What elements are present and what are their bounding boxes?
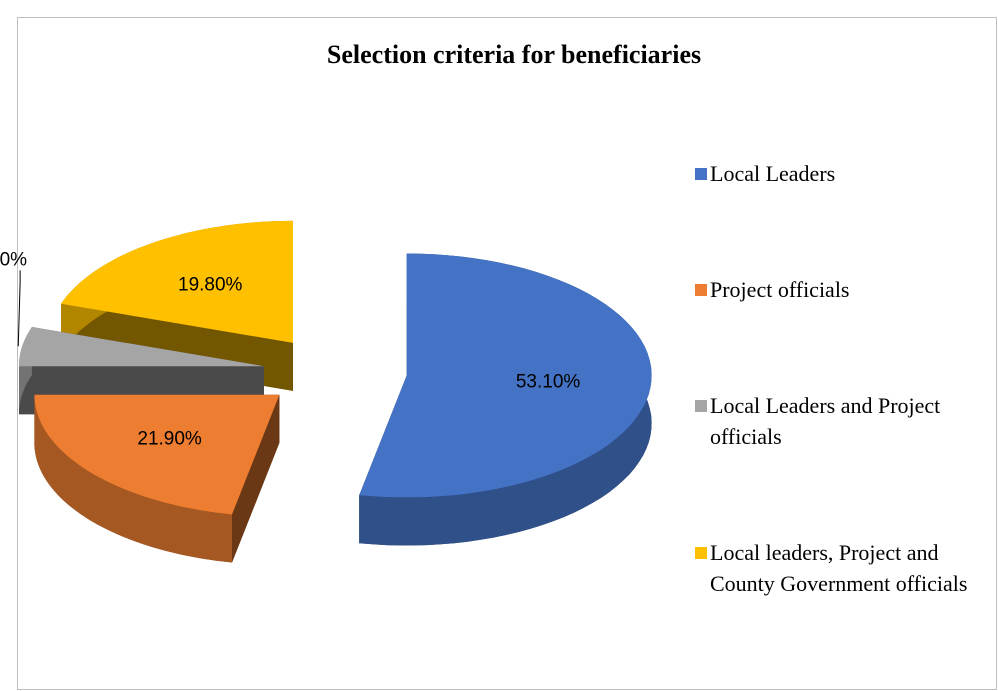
- data-label: 19.80%: [178, 274, 243, 295]
- legend-entry: Local leaders, Project and County Govern…: [695, 537, 990, 599]
- legend-swatch: [695, 547, 707, 559]
- legend: Local Leaders Project officials Local Lead…: [695, 158, 990, 599]
- legend-swatch: [695, 400, 707, 412]
- data-label: 5.20%: [0, 249, 27, 270]
- legend-label: Local Leaders: [710, 161, 836, 186]
- legend-swatch: [695, 284, 707, 296]
- data-label: 21.90%: [137, 429, 202, 450]
- slice: [61, 220, 293, 343]
- slice: [34, 394, 280, 515]
- legend-label: Local leaders, Project and County Govern…: [710, 540, 968, 596]
- slice: [19, 327, 264, 367]
- leader-line: [17, 270, 21, 347]
- chart-title: Selection criteria for beneficiaries: [327, 40, 701, 69]
- legend-label: Local Leaders and Project officials: [710, 393, 941, 449]
- legend-entry: Local Leaders: [695, 158, 990, 189]
- slice-side: [34, 394, 233, 563]
- legend-label: Project officials: [710, 277, 850, 302]
- data-label: 53.10%: [516, 371, 581, 392]
- slice: [359, 253, 652, 498]
- legend-entry: Project officials: [695, 274, 990, 305]
- legend-swatch: [695, 168, 707, 180]
- legend-entry: Local Leaders and Project officials: [695, 390, 990, 452]
